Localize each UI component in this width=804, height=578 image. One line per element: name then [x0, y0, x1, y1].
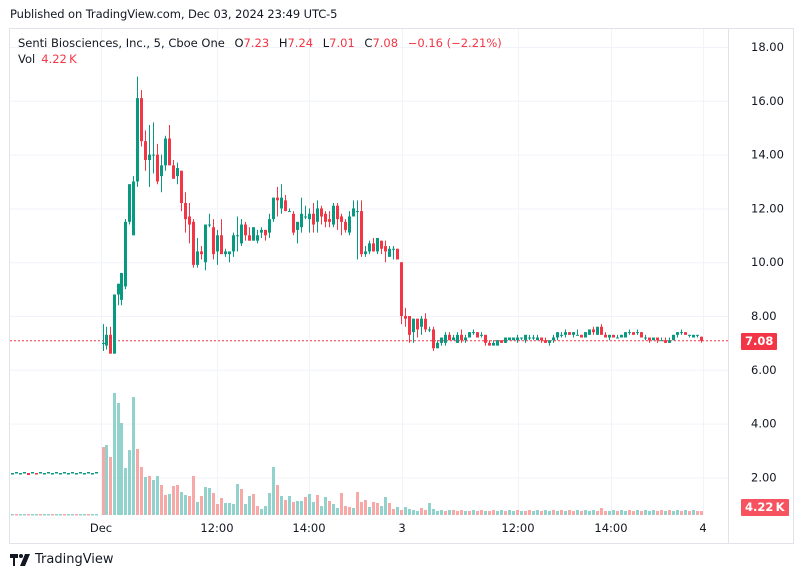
time-axis[interactable]: Dec 12:00 14:00 3 12:00 14:00 4	[90, 521, 707, 535]
price-tick-label: 10.00	[751, 255, 784, 269]
change-value: −0.16 (−2.21%)	[407, 36, 502, 50]
volume-row: Vol 4.22 K	[18, 51, 502, 67]
price-tick-label: 2.00	[751, 470, 777, 484]
last-volume-badge: 4.22 K	[741, 499, 789, 516]
symbol-title[interactable]: Senti Biosciences, Inc., 5, Cboe One	[18, 36, 225, 50]
price-candles	[102, 76, 703, 354]
footer-brand: TradingView	[10, 552, 114, 567]
price-tick-label: 18.00	[751, 40, 784, 54]
open-value: 7.23	[243, 36, 270, 50]
price-tick-label: 8.00	[751, 309, 777, 323]
low-value: 7.01	[329, 36, 355, 50]
close-label: C	[364, 36, 373, 50]
time-tick-label: 14:00	[292, 521, 325, 535]
price-tick-label: 6.00	[751, 363, 777, 377]
published-caption: Published on TradingView.com, Dec 03, 20…	[10, 7, 338, 21]
price-tick-label: 4.00	[751, 417, 777, 431]
volume-value: 4.22 K	[41, 52, 77, 66]
ohlc-row: Senti Biosciences, Inc., 5, Cboe One O7.…	[18, 35, 502, 51]
price-tick-label: 16.00	[751, 94, 784, 108]
price-tick-label: 12.00	[751, 201, 784, 215]
premarket-flat-series	[11, 472, 98, 516]
high-label: H	[278, 36, 288, 50]
price-tick-label: 14.00	[751, 148, 784, 162]
price-axis[interactable]: 18.00 16.00 14.00 12.00 10.00 8.00 6.00 4.00 2.0…	[751, 40, 784, 484]
grid-lines	[10, 29, 728, 516]
time-tick-label: Dec	[90, 521, 112, 535]
tradingview-logo-icon	[10, 553, 30, 566]
time-tick-label: 14:00	[594, 521, 627, 535]
time-tick-label: 12:00	[200, 521, 233, 535]
volume-label[interactable]: Vol	[18, 52, 36, 66]
open-label: O	[234, 36, 244, 50]
time-tick-label: 4	[699, 521, 706, 535]
time-tick-label: 12:00	[501, 521, 534, 535]
chart-legend: Senti Biosciences, Inc., 5, Cboe One O7.…	[18, 35, 502, 67]
high-value: 7.24	[287, 36, 314, 50]
volume-bars	[102, 393, 703, 515]
brand-name: TradingView	[35, 552, 114, 567]
last-price-badge: 7.08	[741, 333, 778, 350]
time-tick-label: 3	[398, 521, 405, 535]
low-label: L	[322, 36, 330, 50]
close-value: 7.08	[372, 36, 399, 50]
